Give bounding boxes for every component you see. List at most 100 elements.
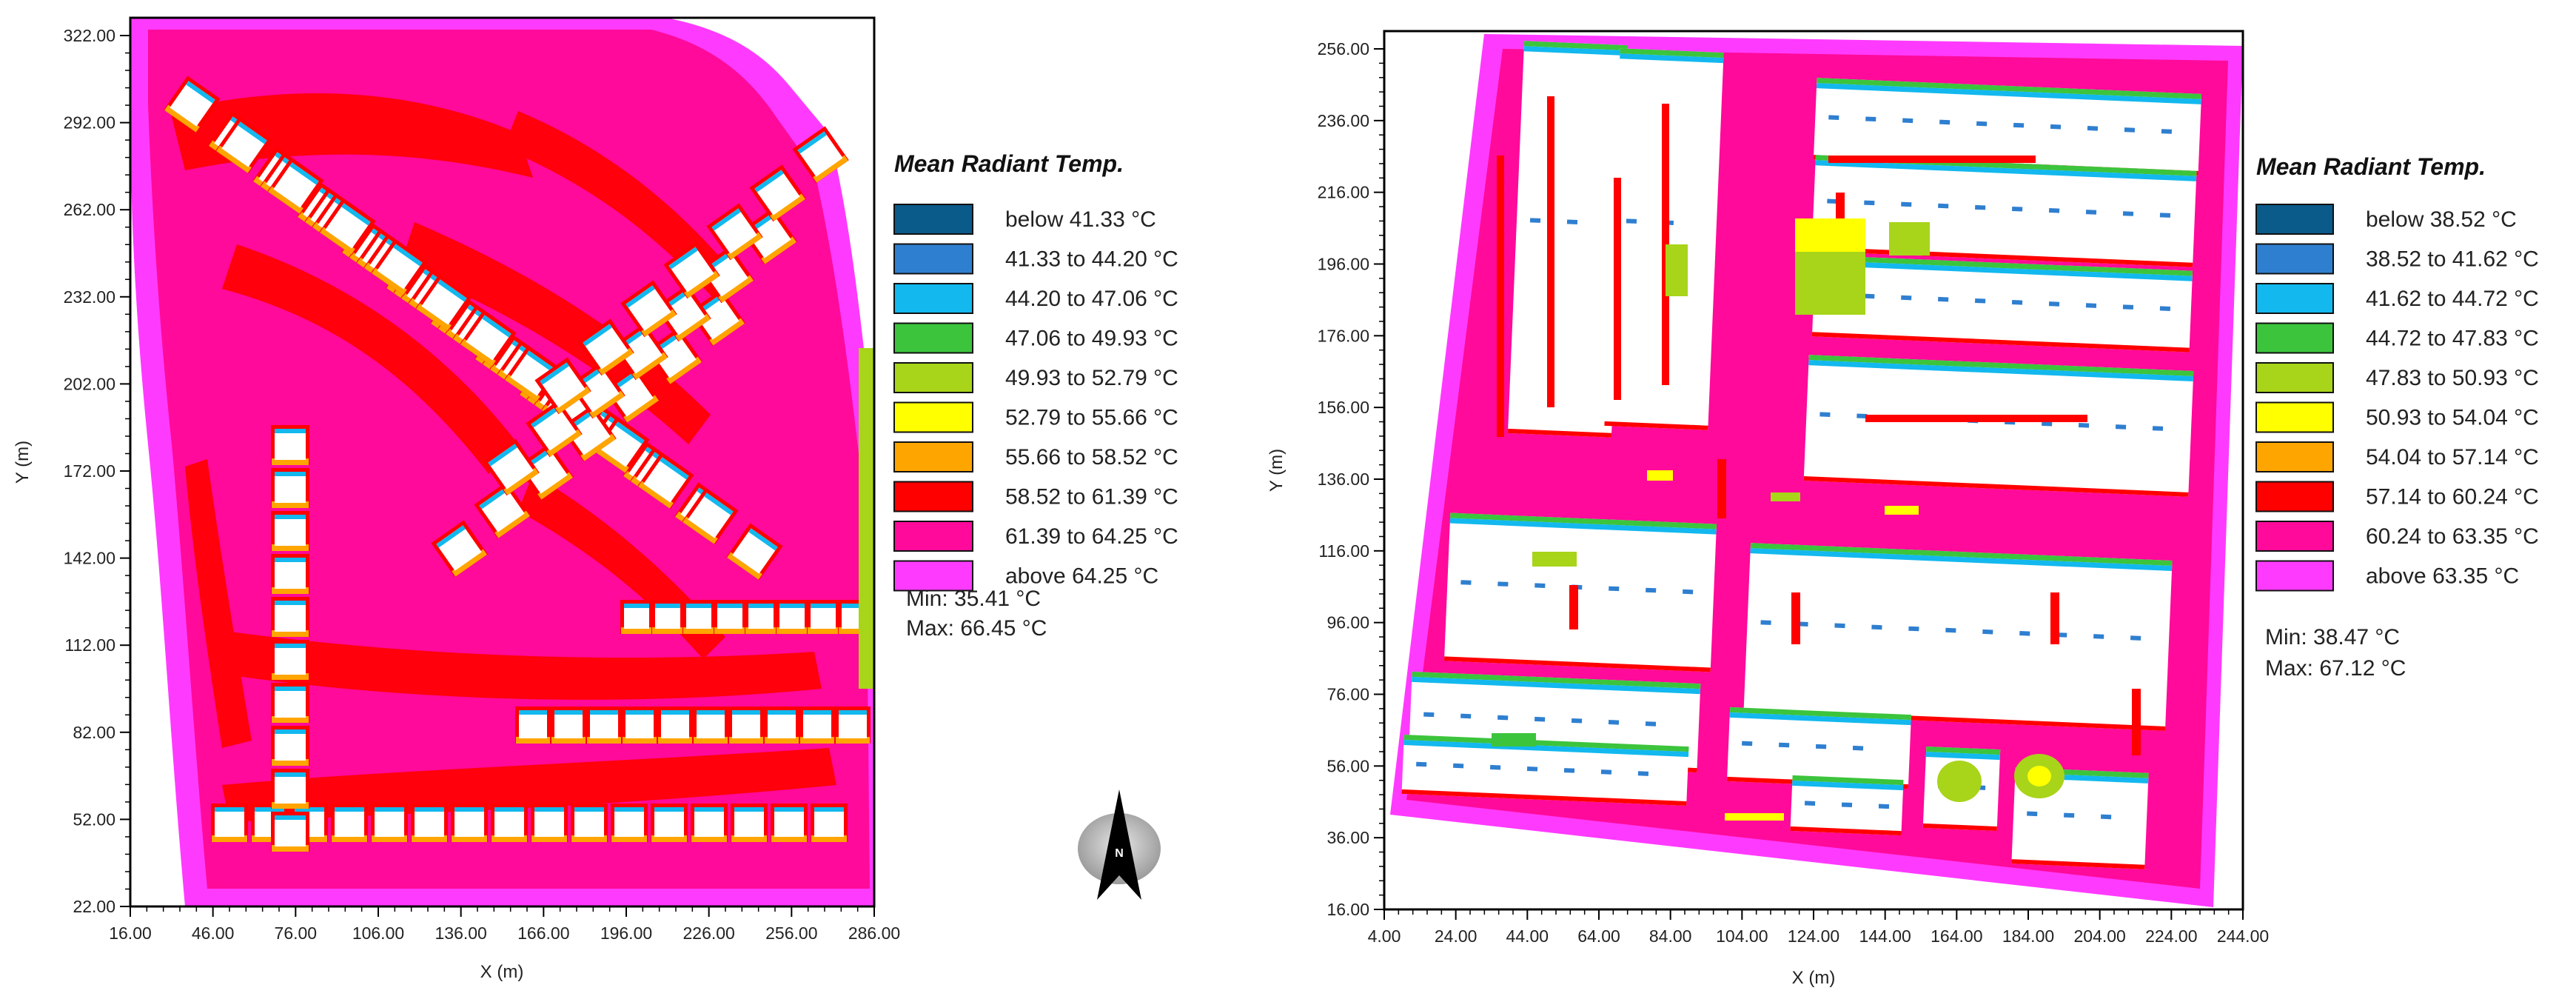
right-y-tick-label: 196.00 bbox=[1318, 255, 1369, 274]
right-y-tick-label: 36.00 bbox=[1326, 828, 1369, 847]
building bbox=[654, 284, 711, 342]
right-x-tick-label: 124.00 bbox=[1788, 926, 1839, 946]
building bbox=[164, 76, 221, 133]
right-buildings bbox=[1401, 41, 2202, 869]
building bbox=[1507, 41, 1629, 438]
right-y-tick-label: 156.00 bbox=[1318, 398, 1369, 417]
left-x-tick-label: 196.00 bbox=[600, 923, 652, 943]
left-legend-swatch bbox=[893, 481, 973, 512]
building bbox=[620, 600, 653, 634]
building bbox=[706, 203, 763, 261]
building bbox=[811, 804, 848, 842]
right-green-patches bbox=[1492, 218, 2065, 821]
left-y-tick-label: 52.00 bbox=[73, 809, 115, 829]
left-y-tick-label: 22.00 bbox=[73, 897, 115, 916]
building bbox=[271, 640, 309, 680]
building bbox=[1743, 543, 2173, 731]
right-legend-label: above 63.35 °C bbox=[2366, 564, 2519, 589]
right-legend-label: 50.93 to 54.04 °C bbox=[2366, 406, 2539, 430]
left-y-tick-label: 142.00 bbox=[64, 549, 115, 568]
right-legend-title: Mean Radiant Temp. bbox=[2256, 153, 2486, 180]
left-y-tick-label: 202.00 bbox=[64, 374, 115, 393]
right-y-tick-label: 16.00 bbox=[1326, 900, 1369, 919]
left-y-axis-label: Y (m) bbox=[13, 441, 33, 484]
building bbox=[693, 707, 728, 744]
right-y-tick-label: 176.00 bbox=[1318, 326, 1369, 345]
building bbox=[431, 520, 488, 578]
left-trees bbox=[859, 348, 874, 689]
left-legend-label: 41.33 to 44.20 °C bbox=[1005, 247, 1178, 272]
left-legend-title: Mean Radiant Temp. bbox=[894, 150, 1124, 177]
left-y-tick-label: 262.00 bbox=[64, 200, 115, 219]
building bbox=[620, 280, 677, 338]
left-map-raster bbox=[130, 18, 874, 906]
north-arrow-icon: N bbox=[1078, 789, 1161, 900]
right-x-tick-label: 164.00 bbox=[1931, 926, 1982, 946]
left-x-tick-label: 286.00 bbox=[848, 923, 900, 943]
right-x-tick-label: 104.00 bbox=[1716, 926, 1768, 946]
compass-needle bbox=[1097, 789, 1141, 900]
right-legend-swatch bbox=[2255, 322, 2334, 354]
left-legend-label: 47.06 to 49.93 °C bbox=[1005, 327, 1178, 351]
building bbox=[271, 425, 309, 465]
building bbox=[491, 804, 528, 842]
left-buildings bbox=[164, 76, 874, 852]
left-legend-swatch bbox=[893, 521, 973, 552]
right-legend-swatch bbox=[2255, 283, 2334, 314]
right-x-tick-label: 244.00 bbox=[2217, 926, 2269, 946]
right-tick-marks bbox=[1374, 48, 2244, 920]
building bbox=[551, 707, 586, 744]
right-x-tick-label: 224.00 bbox=[2145, 926, 2197, 946]
right-legend-swatch bbox=[2255, 560, 2334, 592]
building bbox=[371, 238, 428, 296]
right-x-tick-label: 84.00 bbox=[1649, 926, 1692, 946]
building bbox=[682, 487, 739, 545]
building bbox=[651, 804, 688, 842]
building bbox=[319, 198, 376, 255]
building bbox=[271, 769, 309, 809]
building bbox=[771, 804, 808, 842]
building bbox=[474, 481, 531, 539]
building bbox=[745, 600, 777, 634]
building bbox=[267, 157, 324, 215]
building bbox=[560, 404, 617, 462]
building bbox=[515, 707, 551, 744]
building bbox=[835, 707, 871, 744]
building bbox=[460, 310, 517, 367]
left-legend-swatch bbox=[893, 441, 973, 472]
building bbox=[637, 452, 694, 510]
right-x-tick-label: 184.00 bbox=[2002, 926, 2054, 946]
building bbox=[749, 164, 806, 222]
building bbox=[271, 812, 309, 852]
left-x-tick-label: 76.00 bbox=[275, 923, 318, 943]
building bbox=[688, 289, 745, 347]
left-legend-swatch bbox=[893, 243, 973, 275]
building bbox=[586, 707, 622, 744]
right-legend-swatch bbox=[2255, 204, 2334, 235]
left-y-tick-label: 172.00 bbox=[64, 461, 115, 481]
right-legend-label: 44.72 to 47.83 °C bbox=[2366, 327, 2539, 351]
building bbox=[577, 318, 634, 376]
right-y-axis-label: Y (m) bbox=[1267, 449, 1287, 492]
building bbox=[731, 804, 768, 842]
right-tick-labels: 4.00 24.00 44.00 64.00 84.00 104.00 124.00 144.… bbox=[1318, 39, 2270, 946]
building bbox=[411, 804, 448, 842]
left-map: 16.00 46.00 76.00 106.00 136.00 166.00 196.00 2… bbox=[13, 16, 1178, 982]
right-legend-min: Min: 38.47 °C bbox=[2265, 625, 2400, 649]
building bbox=[271, 597, 309, 637]
building bbox=[451, 804, 488, 842]
building bbox=[531, 804, 568, 842]
building bbox=[1803, 355, 2194, 497]
building bbox=[764, 707, 799, 744]
right-x-tick-label: 64.00 bbox=[1577, 926, 1620, 946]
left-legend-swatch bbox=[893, 401, 973, 433]
building bbox=[211, 804, 248, 842]
left-x-tick-label: 16.00 bbox=[109, 923, 152, 943]
right-legend-swatch bbox=[2255, 441, 2334, 472]
right-legend-swatch bbox=[2255, 243, 2334, 275]
building bbox=[1443, 512, 1717, 672]
right-legend-entries: below 38.52 °C 38.52 to 41.62 °C 41.62 to … bbox=[2255, 204, 2539, 592]
building bbox=[663, 241, 720, 299]
left-x-tick-label: 256.00 bbox=[765, 923, 817, 943]
left-legend-min: Min: 35.41 °C bbox=[906, 587, 1041, 611]
